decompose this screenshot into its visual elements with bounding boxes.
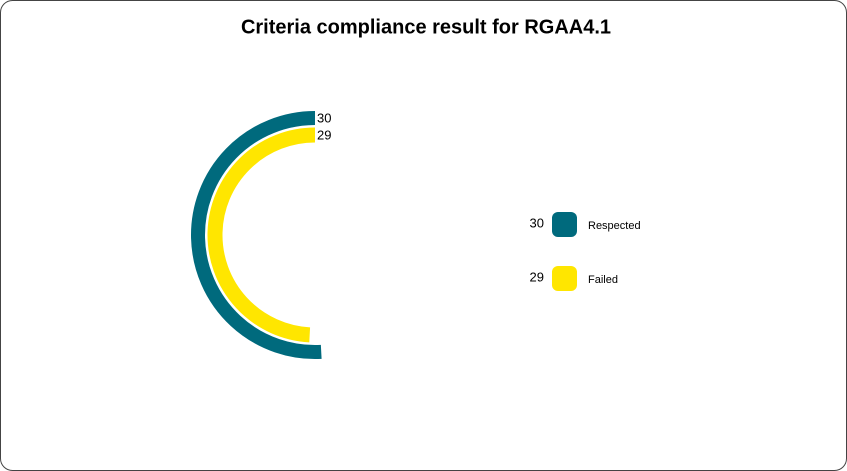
legend-value: 29 <box>530 269 544 284</box>
bar-value-label: 30 <box>317 110 331 125</box>
legend-label: Failed <box>588 274 618 286</box>
legend-label: Respected <box>588 220 641 232</box>
radial-bar <box>191 111 322 359</box>
legend-swatch <box>552 266 577 291</box>
legend-swatch <box>552 212 577 237</box>
chart-title: Criteria compliance result for RGAA4.1 <box>241 16 611 38</box>
radial-bar <box>207 127 316 343</box>
legend-value: 30 <box>530 215 544 230</box>
bar-value-label: 29 <box>317 127 331 142</box>
